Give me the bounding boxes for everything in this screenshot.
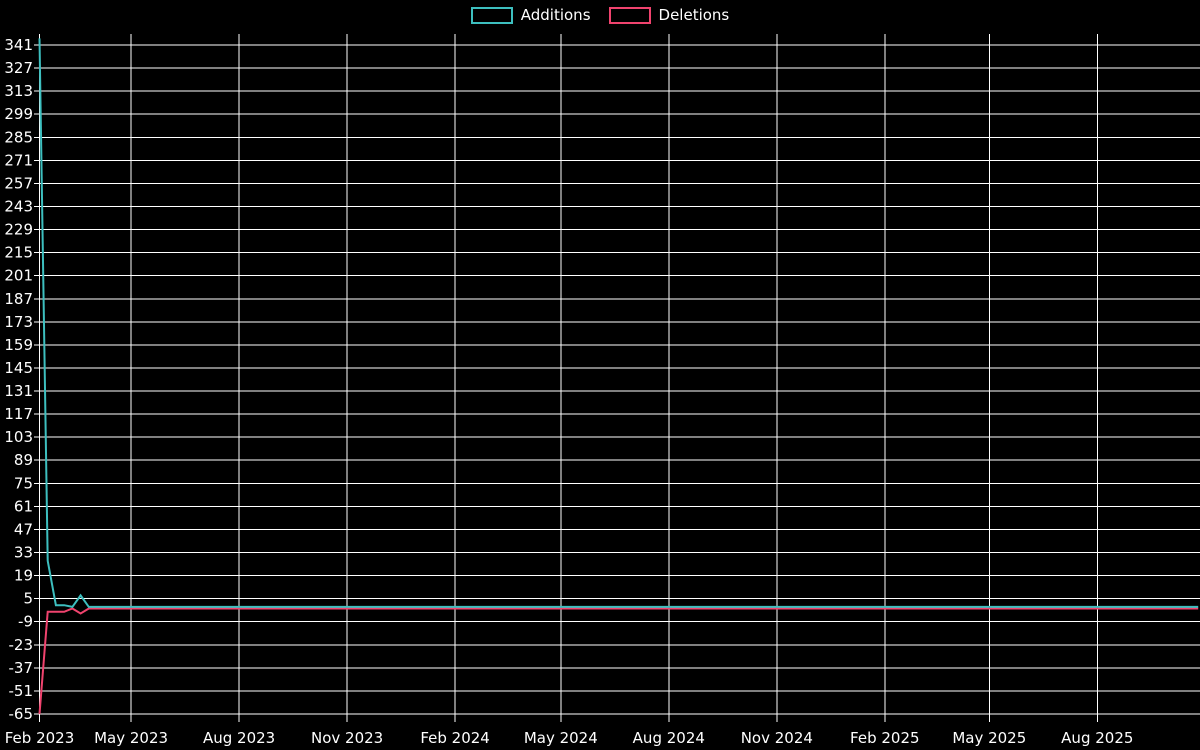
y-tick-label: 257 — [4, 174, 33, 192]
x-tick-label: Feb 2024 — [420, 729, 490, 747]
x-grid: Feb 2023 May 2023 Aug 2023 Nov 2023 Feb 2024… — [5, 34, 1133, 747]
additions-line — [38, 38, 1199, 609]
y-tick-label: -51 — [9, 682, 34, 700]
legend-item-additions[interactable]: Additions — [470, 6, 591, 24]
y-tick-label: 75 — [14, 474, 33, 492]
x-tick-label: Aug 2025 — [1061, 729, 1133, 747]
x-tick-label: May 2025 — [952, 729, 1026, 747]
x-tick-label: Aug 2024 — [633, 729, 705, 747]
x-tick-label: Nov 2024 — [741, 729, 813, 747]
additions-swatch — [470, 7, 513, 24]
y-tick-label: 131 — [4, 382, 33, 400]
y-tick-label: 229 — [4, 221, 33, 239]
y-tick-label: 243 — [4, 198, 33, 216]
legend-label-additions: Additions — [520, 6, 591, 24]
y-tick-label: 19 — [14, 567, 33, 585]
deletions-line — [38, 607, 1199, 715]
y-tick-label: 89 — [14, 451, 33, 469]
y-tick-label: 313 — [4, 82, 33, 100]
y-tick-label: 47 — [14, 520, 33, 538]
y-tick-label: 327 — [4, 59, 33, 77]
y-tick-label: 33 — [14, 544, 33, 562]
y-tick-label: 145 — [4, 359, 33, 377]
y-tick-label: 271 — [4, 151, 33, 169]
y-tick-label: -9 — [18, 613, 33, 631]
x-tick-label: Nov 2023 — [311, 729, 383, 747]
x-tick-label: May 2023 — [94, 729, 168, 747]
y-tick-label: -23 — [9, 636, 34, 654]
y-tick-label: 201 — [4, 267, 33, 285]
y-tick-label: 187 — [4, 290, 33, 308]
deletions-swatch — [608, 7, 651, 24]
y-tick-label: 285 — [4, 128, 33, 146]
x-tick-label: May 2024 — [524, 729, 598, 747]
y-tick-label: -65 — [9, 705, 34, 723]
legend-item-deletions[interactable]: Deletions — [608, 6, 730, 24]
x-tick-label: Feb 2025 — [850, 729, 920, 747]
y-tick-label: 299 — [4, 105, 33, 123]
x-tick-label: Feb 2023 — [5, 729, 75, 747]
y-tick-label: 103 — [4, 428, 33, 446]
y-tick-label: 215 — [4, 244, 33, 262]
chart-legend: Additions Deletions — [0, 7, 1200, 24]
y-tick-label: 5 — [23, 590, 33, 608]
x-tick-label: Aug 2023 — [203, 729, 275, 747]
y-tick-label: 117 — [4, 405, 33, 423]
y-tick-label: 61 — [14, 497, 33, 515]
y-tick-label: 341 — [4, 36, 33, 54]
y-tick-label: -37 — [9, 659, 34, 677]
y-tick-label: 159 — [4, 336, 33, 354]
y-grid: 341 327 313 299 285 271 257 243 229 215 201 187 173 1… — [4, 36, 1200, 723]
legend-label-deletions: Deletions — [658, 6, 730, 24]
y-tick-label: 173 — [4, 313, 33, 331]
